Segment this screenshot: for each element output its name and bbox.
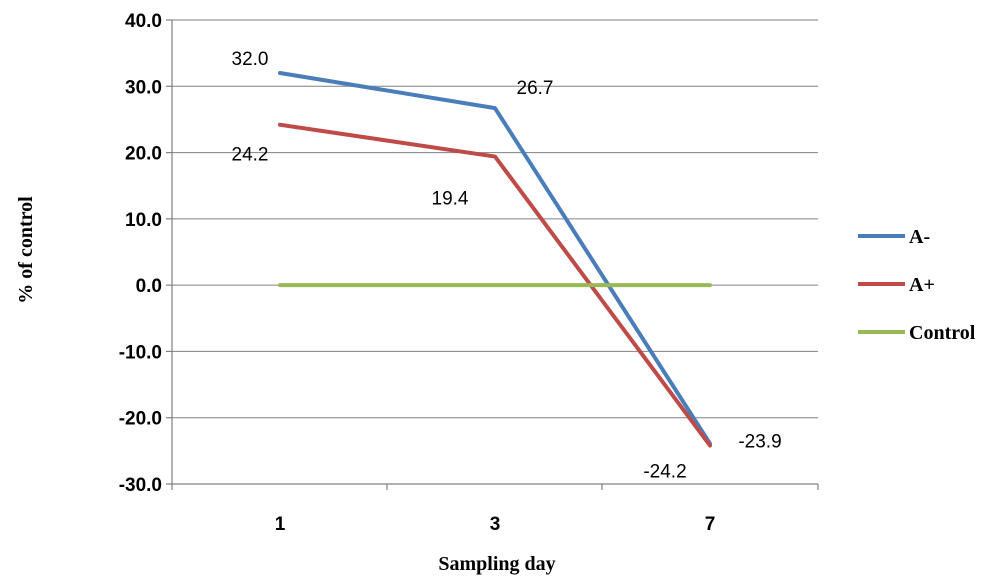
y-tick-label: 20.0 <box>125 144 162 165</box>
series-lines <box>278 71 712 448</box>
legend-label: Control <box>909 322 976 344</box>
data-label: 32.0 <box>232 49 269 70</box>
data-label: 26.7 <box>517 78 554 99</box>
x-tick-label: 1 <box>275 514 286 535</box>
y-tick-label: -20.0 <box>119 409 162 430</box>
y-tick-label: 0.0 <box>136 276 162 297</box>
gridlines <box>166 19 819 490</box>
x-tick-label: 3 <box>490 514 501 535</box>
data-label: -23.9 <box>738 432 781 453</box>
legend-label: A- <box>909 226 930 248</box>
data-label: 24.2 <box>232 145 269 166</box>
data-label: 19.4 <box>432 189 469 210</box>
y-tick-label: -10.0 <box>119 342 162 363</box>
y-tick-label: 30.0 <box>125 77 162 98</box>
y-tick-label: -30.0 <box>119 475 162 496</box>
y-tick-labels: 40.0 30.0 20.0 10.0 0.0 -10.0 -20.0 -30.0 <box>119 11 162 496</box>
series-line-a <box>278 122 712 448</box>
series-line-a <box>278 71 712 446</box>
x-tick-label: 7 <box>705 514 716 535</box>
y-tick-label: 10.0 <box>125 210 162 231</box>
legend-label: A+ <box>909 274 935 296</box>
data-label: -24.2 <box>643 462 686 483</box>
y-tick-label: 40.0 <box>125 11 162 32</box>
x-tick-labels: 1 3 7 <box>275 514 716 535</box>
x-axis-title: Sampling day <box>438 553 555 575</box>
legend: A- A+ Control <box>858 226 976 344</box>
data-labels: 32.0 26.7 -23.9 24.2 19.4 -24.2 <box>232 49 782 483</box>
y-axis-title: % of control <box>15 196 37 304</box>
